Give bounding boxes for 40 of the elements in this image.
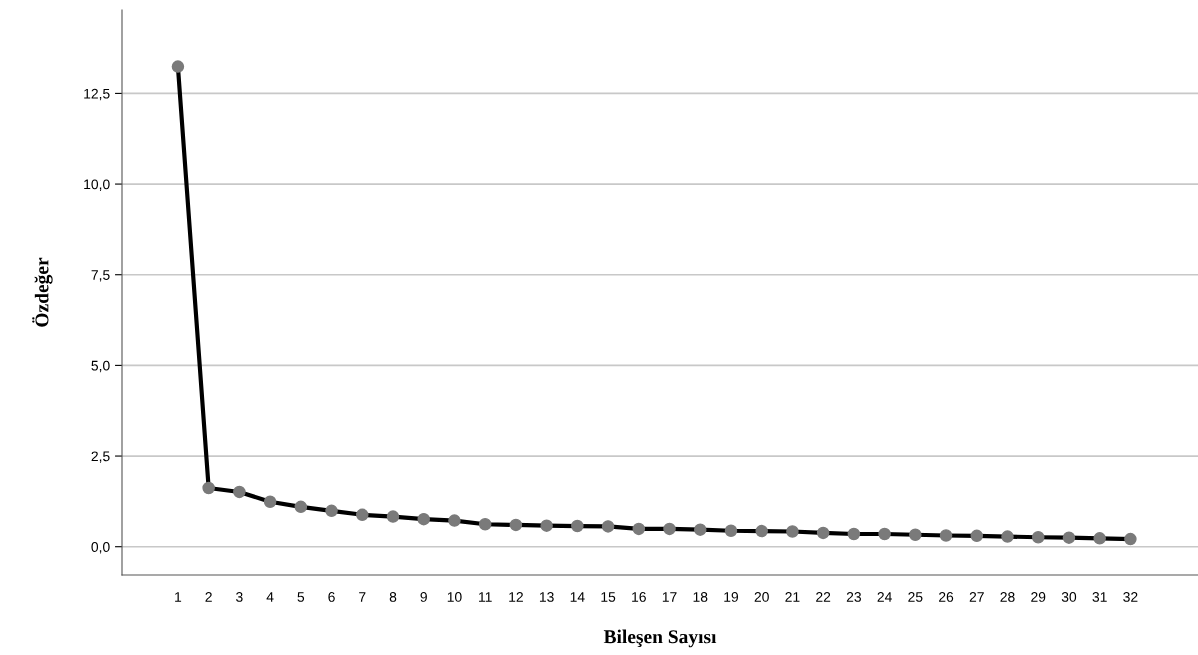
x-tick-label: 21 <box>785 592 800 602</box>
y-tick-label: 7,5 <box>91 270 110 282</box>
x-tick-label: 23 <box>846 592 861 602</box>
x-tick-label: 24 <box>877 592 892 602</box>
x-tick-label: 28 <box>1000 592 1015 602</box>
x-axis-title: Bileşen Sayısı <box>603 629 717 648</box>
x-tick-label: 14 <box>570 592 585 602</box>
x-tick-label: 8 <box>389 592 397 602</box>
x-tick-label: 10 <box>447 592 462 602</box>
x-tick-label: 11 <box>479 592 492 602</box>
x-tick-label: 19 <box>724 592 739 602</box>
x-tick-label: 17 <box>662 592 677 602</box>
x-tick-label: 26 <box>939 592 954 602</box>
x-tick-label: 2 <box>205 592 212 602</box>
x-tick-label: 3 <box>236 592 243 602</box>
y-tick-label: 5,0 <box>91 360 110 373</box>
x-tick-label: 5 <box>297 592 305 602</box>
x-tick-label: 31 <box>1092 592 1107 602</box>
x-tick-label: 18 <box>693 592 708 602</box>
x-tick-label: 25 <box>908 592 923 602</box>
y-tick-label: 12,5 <box>84 88 110 101</box>
x-tick-label: 15 <box>601 592 616 602</box>
x-tick-label: 1 <box>175 592 182 602</box>
x-tick-label: 9 <box>420 592 427 602</box>
x-tick-label: 20 <box>754 592 769 602</box>
x-tick-label: 27 <box>969 592 984 602</box>
x-tick-label: 4 <box>266 592 274 602</box>
y-tick-label: 10,0 <box>84 179 110 191</box>
x-tick-label: 16 <box>632 592 646 602</box>
y-axis-title: Özdeğer <box>32 257 53 327</box>
x-tick-label: 32 <box>1123 592 1138 602</box>
x-tick-label: 29 <box>1031 592 1046 602</box>
x-tick-label: 12 <box>509 592 523 602</box>
x-tick-label: 6 <box>328 592 335 602</box>
x-tick-label: 22 <box>816 592 831 602</box>
y-tick-label: 2,5 <box>91 451 110 463</box>
x-tick-label: 30 <box>1061 592 1077 602</box>
x-tick-label: 13 <box>539 592 554 602</box>
x-tick-label: 7 <box>359 592 366 602</box>
y-tick-label: 0,0 <box>91 542 110 554</box>
